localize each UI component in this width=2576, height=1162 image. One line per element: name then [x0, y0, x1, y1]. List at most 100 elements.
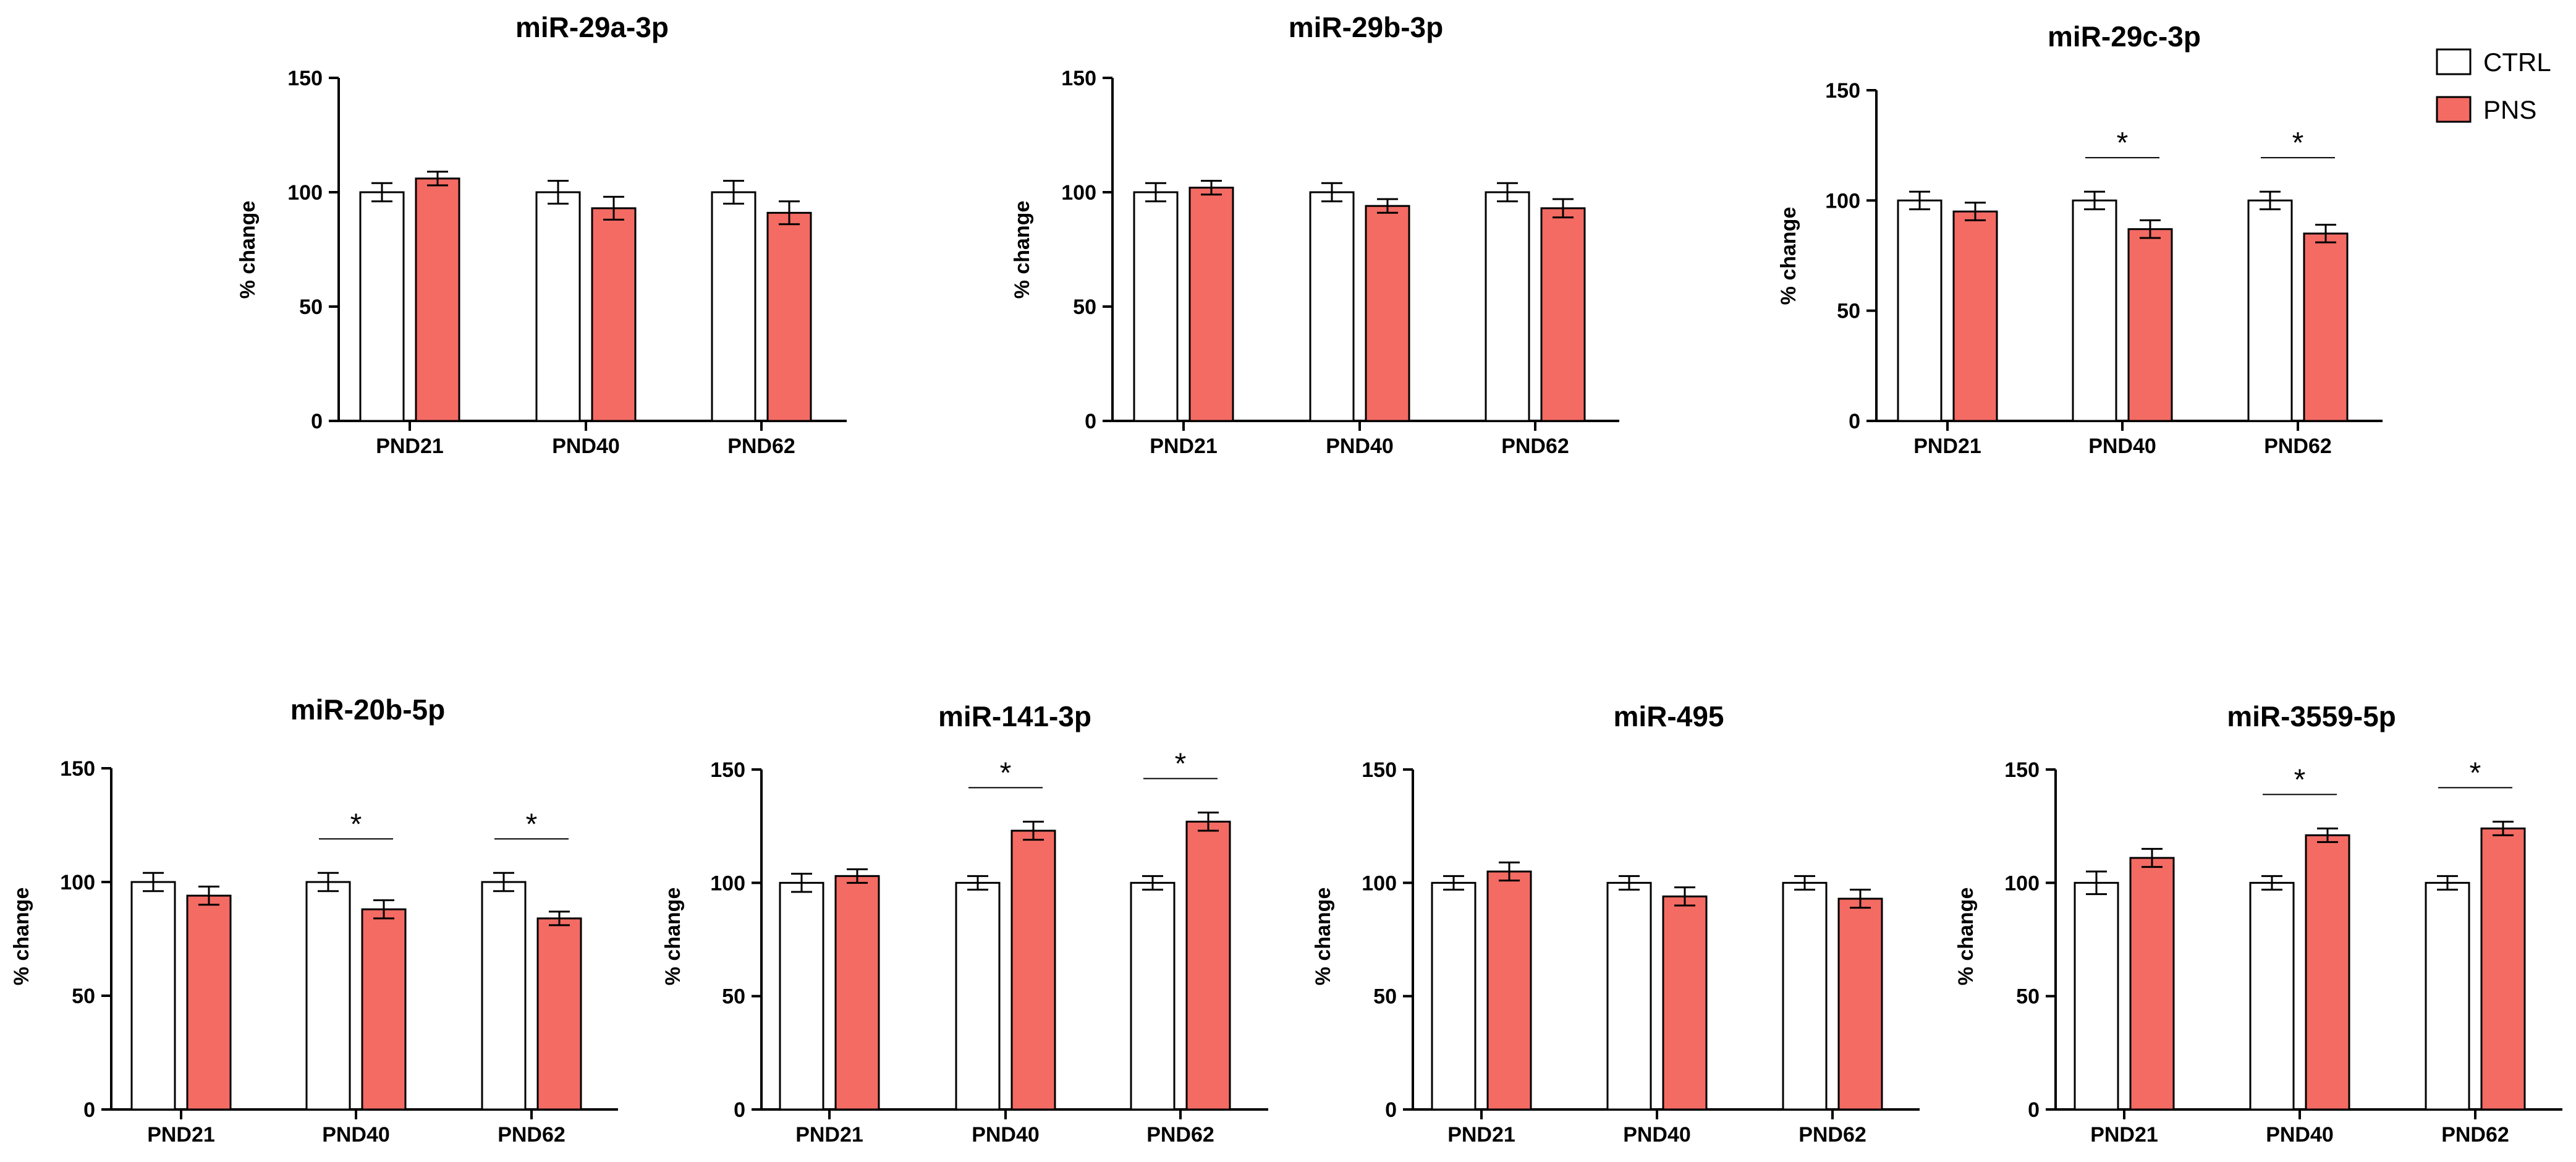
panel-4: miR-141-3p % change 0 50 100 150 PND21 PND40 P…: [661, 700, 1268, 1147]
y-tick-label: 50: [299, 295, 323, 319]
x-tick-label: PND40: [2266, 1123, 2334, 1147]
chart-title: miR-29b-3p: [1289, 11, 1443, 43]
bar-pns: [1365, 205, 1410, 422]
bar-ctrl: [1485, 191, 1530, 422]
x-tick-label: PND62: [727, 435, 795, 458]
y-tick-label: 0: [83, 1098, 95, 1122]
bar-ctrl: [481, 881, 527, 1111]
y-tick-label: 100: [710, 872, 745, 895]
bar-ctrl: [535, 191, 581, 422]
x-tick-label: PND21: [795, 1123, 863, 1147]
bar-pns: [2480, 827, 2526, 1111]
panel-6: miR-3559-5p % change 0 50 100 150 PND21 PND40…: [1954, 700, 2562, 1147]
bar-ctrl: [2249, 881, 2295, 1111]
bar-pns: [1010, 829, 1056, 1111]
x-tick-label: PND21: [376, 435, 444, 458]
y-tick-label: 150: [710, 758, 745, 782]
y-tick-label: 100: [287, 181, 323, 205]
legend-label-ctrl: CTRL: [2483, 48, 2551, 77]
significance-star: *: [350, 808, 362, 841]
x-tick-label: PND40: [552, 435, 620, 458]
panel-3: miR-20b-5p % change 0 50 100 150 PND21 PND40 P…: [10, 693, 618, 1147]
x-tick-label: PND62: [2441, 1123, 2509, 1147]
x-tick-label: PND62: [1799, 1123, 1866, 1147]
x-tick-label: PND21: [1150, 435, 1218, 458]
y-tick-label: 150: [2004, 758, 2040, 782]
significance-star: *: [1175, 748, 1187, 781]
bar-ctrl: [1606, 881, 1652, 1111]
panel-1: miR-29b-3p % change 0 50 100 150 PND21 PND40 P…: [1010, 11, 1619, 458]
y-axis-label: % change: [1010, 201, 1034, 299]
y-tick-label: 100: [60, 871, 95, 894]
bar-pns: [361, 908, 407, 1111]
bar-ctrl: [779, 881, 824, 1111]
bar-pns: [1185, 820, 1231, 1111]
y-tick-label: 50: [722, 985, 745, 1009]
bar-pns: [536, 917, 582, 1111]
bar-pns: [766, 211, 812, 422]
y-tick-label: 50: [1073, 295, 1096, 319]
y-tick-label: 0: [311, 410, 323, 433]
chart-title: miR-29c-3p: [2048, 20, 2201, 53]
bar-pns: [2305, 834, 2350, 1111]
x-tick-label: PND62: [2264, 435, 2332, 458]
y-tick-label: 0: [1849, 410, 1860, 433]
chart-title: miR-495: [1614, 700, 1724, 732]
bar-ctrl: [1133, 191, 1179, 422]
bar-pns: [1540, 207, 1586, 422]
panel-2: miR-29c-3p % change 0 50 100 150 PND21 PND40 P…: [1777, 20, 2383, 458]
x-tick-label: PND40: [2088, 435, 2156, 458]
panel-0: miR-29a-3p % change 0 50 100 150 PND21 PND40 P…: [236, 11, 847, 458]
x-tick-label: PND62: [498, 1123, 566, 1147]
y-tick-label: 50: [1373, 985, 1397, 1009]
x-tick-label: PND40: [972, 1123, 1040, 1147]
legend-label-pns: PNS: [2483, 95, 2536, 124]
y-axis-label: % change: [1777, 207, 1800, 305]
bar-pns: [2129, 857, 2175, 1111]
chart-title: miR-29a-3p: [515, 11, 669, 43]
bar-ctrl: [1309, 191, 1355, 422]
y-axis-label: % change: [10, 888, 33, 986]
y-tick-label: 100: [1362, 872, 1397, 895]
bar-pns: [186, 894, 232, 1111]
bar-ctrl: [2074, 881, 2119, 1111]
bar-pns: [2127, 228, 2173, 422]
x-tick-label: PND21: [1913, 435, 1981, 458]
chart-title: miR-3559-5p: [2227, 700, 2396, 732]
bar-pns: [1188, 187, 1234, 422]
y-tick-label: 0: [1385, 1098, 1397, 1122]
bar-ctrl: [2247, 199, 2293, 422]
y-tick-label: 0: [2028, 1098, 2040, 1122]
bar-pns: [1952, 210, 1998, 422]
x-tick-label: PND21: [147, 1123, 215, 1147]
y-tick-label: 100: [1825, 189, 1860, 213]
y-tick-label: 50: [72, 985, 95, 1008]
x-tick-label: PND62: [1501, 435, 1569, 458]
significance-star: *: [2470, 757, 2481, 789]
significance-star: *: [2292, 127, 2304, 159]
chart-title: miR-20b-5p: [290, 693, 445, 726]
bar-ctrl: [955, 881, 1001, 1111]
bar-ctrl: [2425, 881, 2470, 1111]
y-tick-label: 150: [1061, 67, 1096, 90]
legend-swatch-pns: [2436, 96, 2472, 123]
bar-ctrl: [130, 881, 176, 1111]
y-axis-label: % change: [236, 201, 260, 299]
y-axis-label: % change: [1311, 888, 1335, 986]
x-tick-label: PND40: [322, 1123, 390, 1147]
bar-pns: [1662, 895, 1708, 1111]
bar-ctrl: [1130, 881, 1176, 1111]
legend: CTRL PNS: [2436, 48, 2551, 124]
y-tick-label: 50: [1837, 300, 1860, 323]
bar-ctrl: [711, 191, 756, 422]
significance-star: *: [2294, 763, 2306, 796]
bar-pns: [1837, 897, 1883, 1111]
y-tick-label: 50: [2016, 985, 2040, 1009]
bar-ctrl: [1782, 881, 1828, 1111]
y-tick-label: 150: [1362, 758, 1397, 782]
significance-star: *: [526, 808, 538, 841]
bar-pns: [834, 875, 880, 1111]
bar-ctrl: [359, 191, 405, 422]
significance-star: *: [1000, 757, 1012, 789]
